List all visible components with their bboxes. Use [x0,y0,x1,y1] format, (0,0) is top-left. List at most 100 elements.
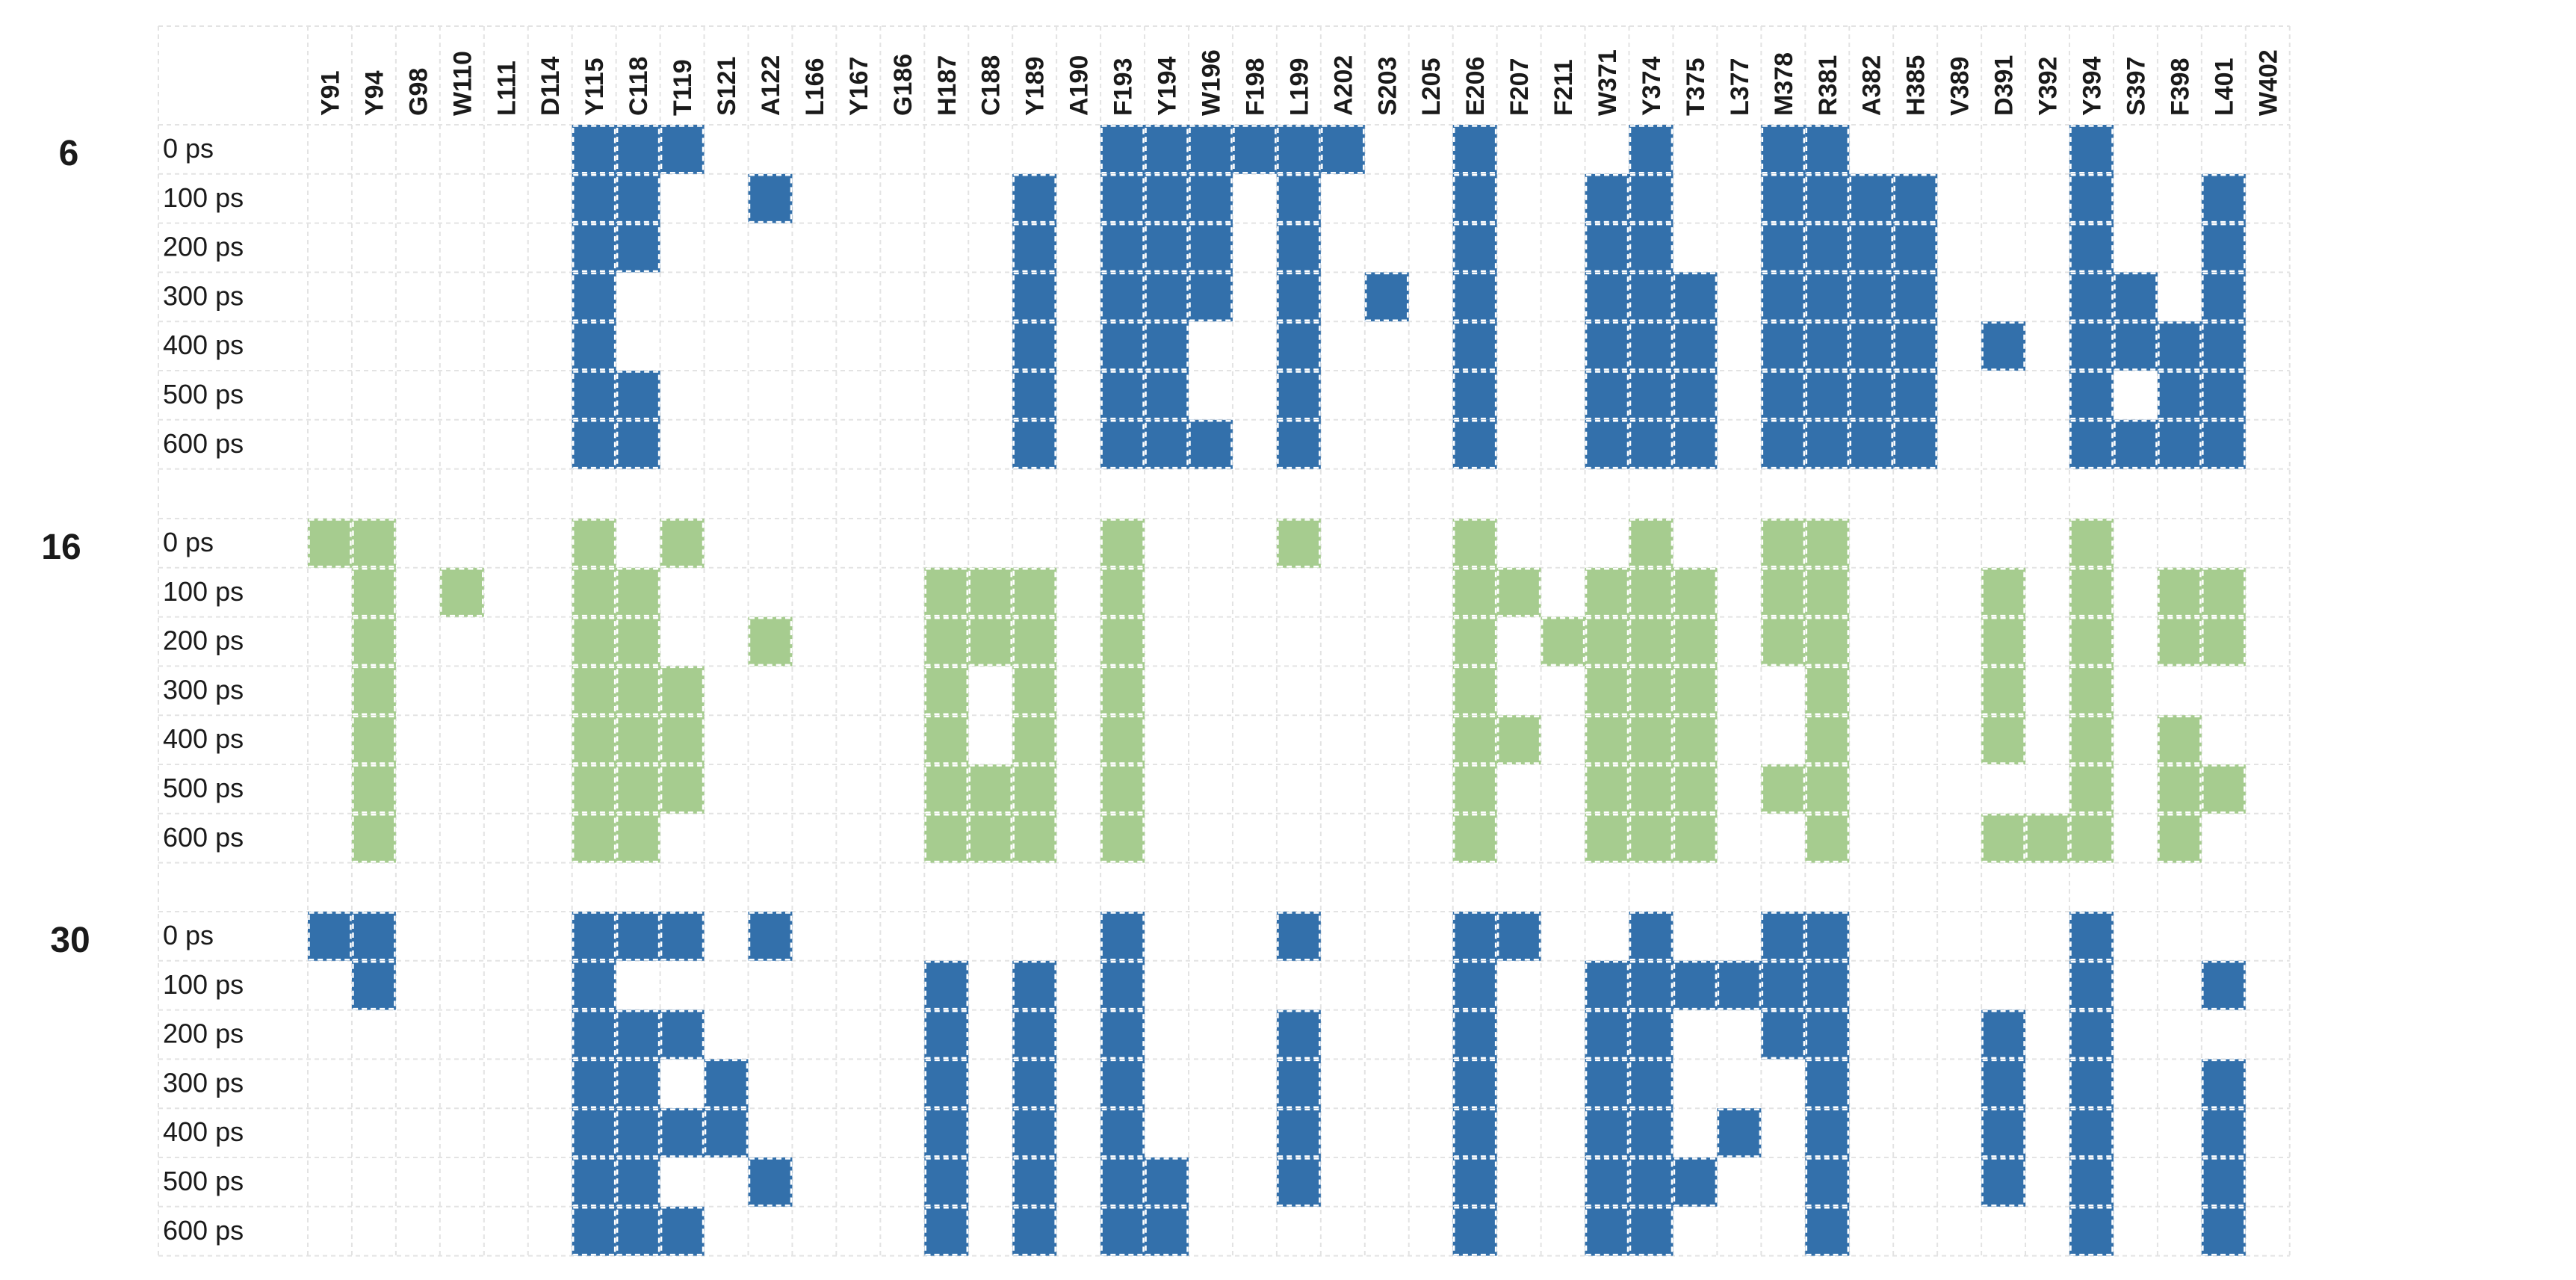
heatmap-cell [1100,272,1145,322]
heatmap-cell-border [1629,174,1674,223]
heatmap-cell-border [1585,371,1629,420]
heatmap-cell [616,173,660,223]
heatmap-cell [1276,371,1321,420]
heatmap-cell [1585,616,1629,667]
heatmap-cell-border [572,420,616,469]
heatmap-cell [2069,321,2114,371]
heatmap-cell [1452,223,1497,273]
heatmap-cell [1673,371,1718,420]
heatmap-cell-border [1805,814,1850,863]
heatmap-cell [2201,1157,2246,1207]
column-label: L199 [1285,58,1313,117]
heatmap-cell [1981,321,2026,371]
heatmap-cell [1145,419,1189,469]
heatmap-cell-border [352,519,396,568]
row-label: 400 ps [163,330,244,360]
heatmap-cell [1452,1157,1497,1207]
row-label: 100 ps [163,576,244,607]
heatmap-cell [572,371,616,420]
heatmap-cell-border [2202,371,2246,420]
heatmap-cell-border [968,568,1012,617]
heatmap-cell-border [572,1157,616,1207]
heatmap-cell-border [1012,420,1056,469]
heatmap-cell-border [1893,371,1937,420]
row-label: 300 ps [163,280,244,311]
heatmap-cell [572,1206,616,1256]
heatmap-cell [704,1108,749,1157]
heatmap-cell [1673,960,1718,1010]
heatmap-cell [1232,125,1277,174]
heatmap-cell [1805,1059,1850,1109]
heatmap-cell-border [1761,912,1806,961]
heatmap-cell-border [2202,174,2246,223]
heatmap-cell-border [1629,912,1674,961]
heatmap-cell-border [1805,519,1850,568]
heatmap-cell [1276,1108,1321,1157]
heatmap-cell-border [1100,715,1145,764]
heatmap-cell-border [1100,272,1145,321]
heatmap-cell-border [748,912,793,961]
heatmap-cell-border [1189,272,1233,321]
column-label: G186 [889,54,917,116]
heatmap-cell-border [1100,321,1145,371]
heatmap-cell [924,715,969,764]
heatmap-cell [924,666,969,716]
heatmap-cell [1276,223,1321,273]
heatmap-cell [1981,1059,2026,1109]
heatmap-cell-border [1805,371,1850,420]
heatmap-cell [1452,1059,1497,1109]
heatmap-cell [1673,666,1718,716]
heatmap-cell-border [352,961,396,1010]
heatmap-cell [1100,321,1145,371]
column-label: L166 [801,58,829,117]
heatmap-cell-border [1585,1108,1629,1157]
column-label: Y394 [2078,57,2106,116]
heatmap-cell [1452,567,1497,617]
heatmap-cell [2069,272,2114,322]
heatmap-cell [1100,125,1145,174]
heatmap-cell-border [1981,1010,2025,1060]
heatmap-cell [2069,616,2114,667]
row-label: 600 ps [163,428,244,459]
heatmap-cell [2069,173,2114,223]
column-label: E206 [1461,57,1490,116]
heatmap-cell-border [660,764,705,814]
heatmap-cell-border [1100,174,1145,223]
heatmap-cell [1452,1206,1497,1256]
row-label: 500 ps [163,773,244,803]
heatmap-cell-border [1761,1010,1806,1060]
heatmap-cell [1761,223,1806,273]
heatmap-cell-border [660,1108,705,1157]
heatmap-cell [1145,371,1189,420]
heatmap-cell [1761,125,1806,174]
heatmap-cell [1012,173,1057,223]
heatmap-cell [2069,1059,2114,1109]
heatmap-cell [351,616,396,667]
heatmap-cell [1145,173,1189,223]
heatmap-cell [1673,321,1718,371]
heatmap-cell-border [1805,1207,1850,1256]
heatmap-cell [1585,715,1629,764]
heatmap-cell-border [1541,616,1585,667]
heatmap-cell-border [2069,568,2114,617]
heatmap-cell [1585,960,1629,1010]
heatmap-cell-border [1805,1157,1850,1207]
heatmap-cell [1100,419,1145,469]
column-label: W371 [1594,49,1622,116]
heatmap-cell [1585,1059,1629,1109]
heatmap-cell-border [2158,371,2202,420]
heatmap-cell-border [1277,912,1321,961]
heatmap-cell [1012,371,1057,420]
heatmap-cell-border [2202,321,2246,371]
column-label: W196 [1197,49,1225,116]
heatmap-cell-border [1585,1010,1629,1060]
heatmap-cell [572,223,616,273]
heatmap-cell-border [924,616,969,667]
heatmap-cell [1276,1010,1321,1060]
heatmap-cell [1761,616,1806,667]
heatmap-cell [572,567,616,617]
heatmap-cell-border [660,666,705,715]
heatmap-cell-border [1761,272,1806,321]
heatmap-cell-border [1277,420,1321,469]
